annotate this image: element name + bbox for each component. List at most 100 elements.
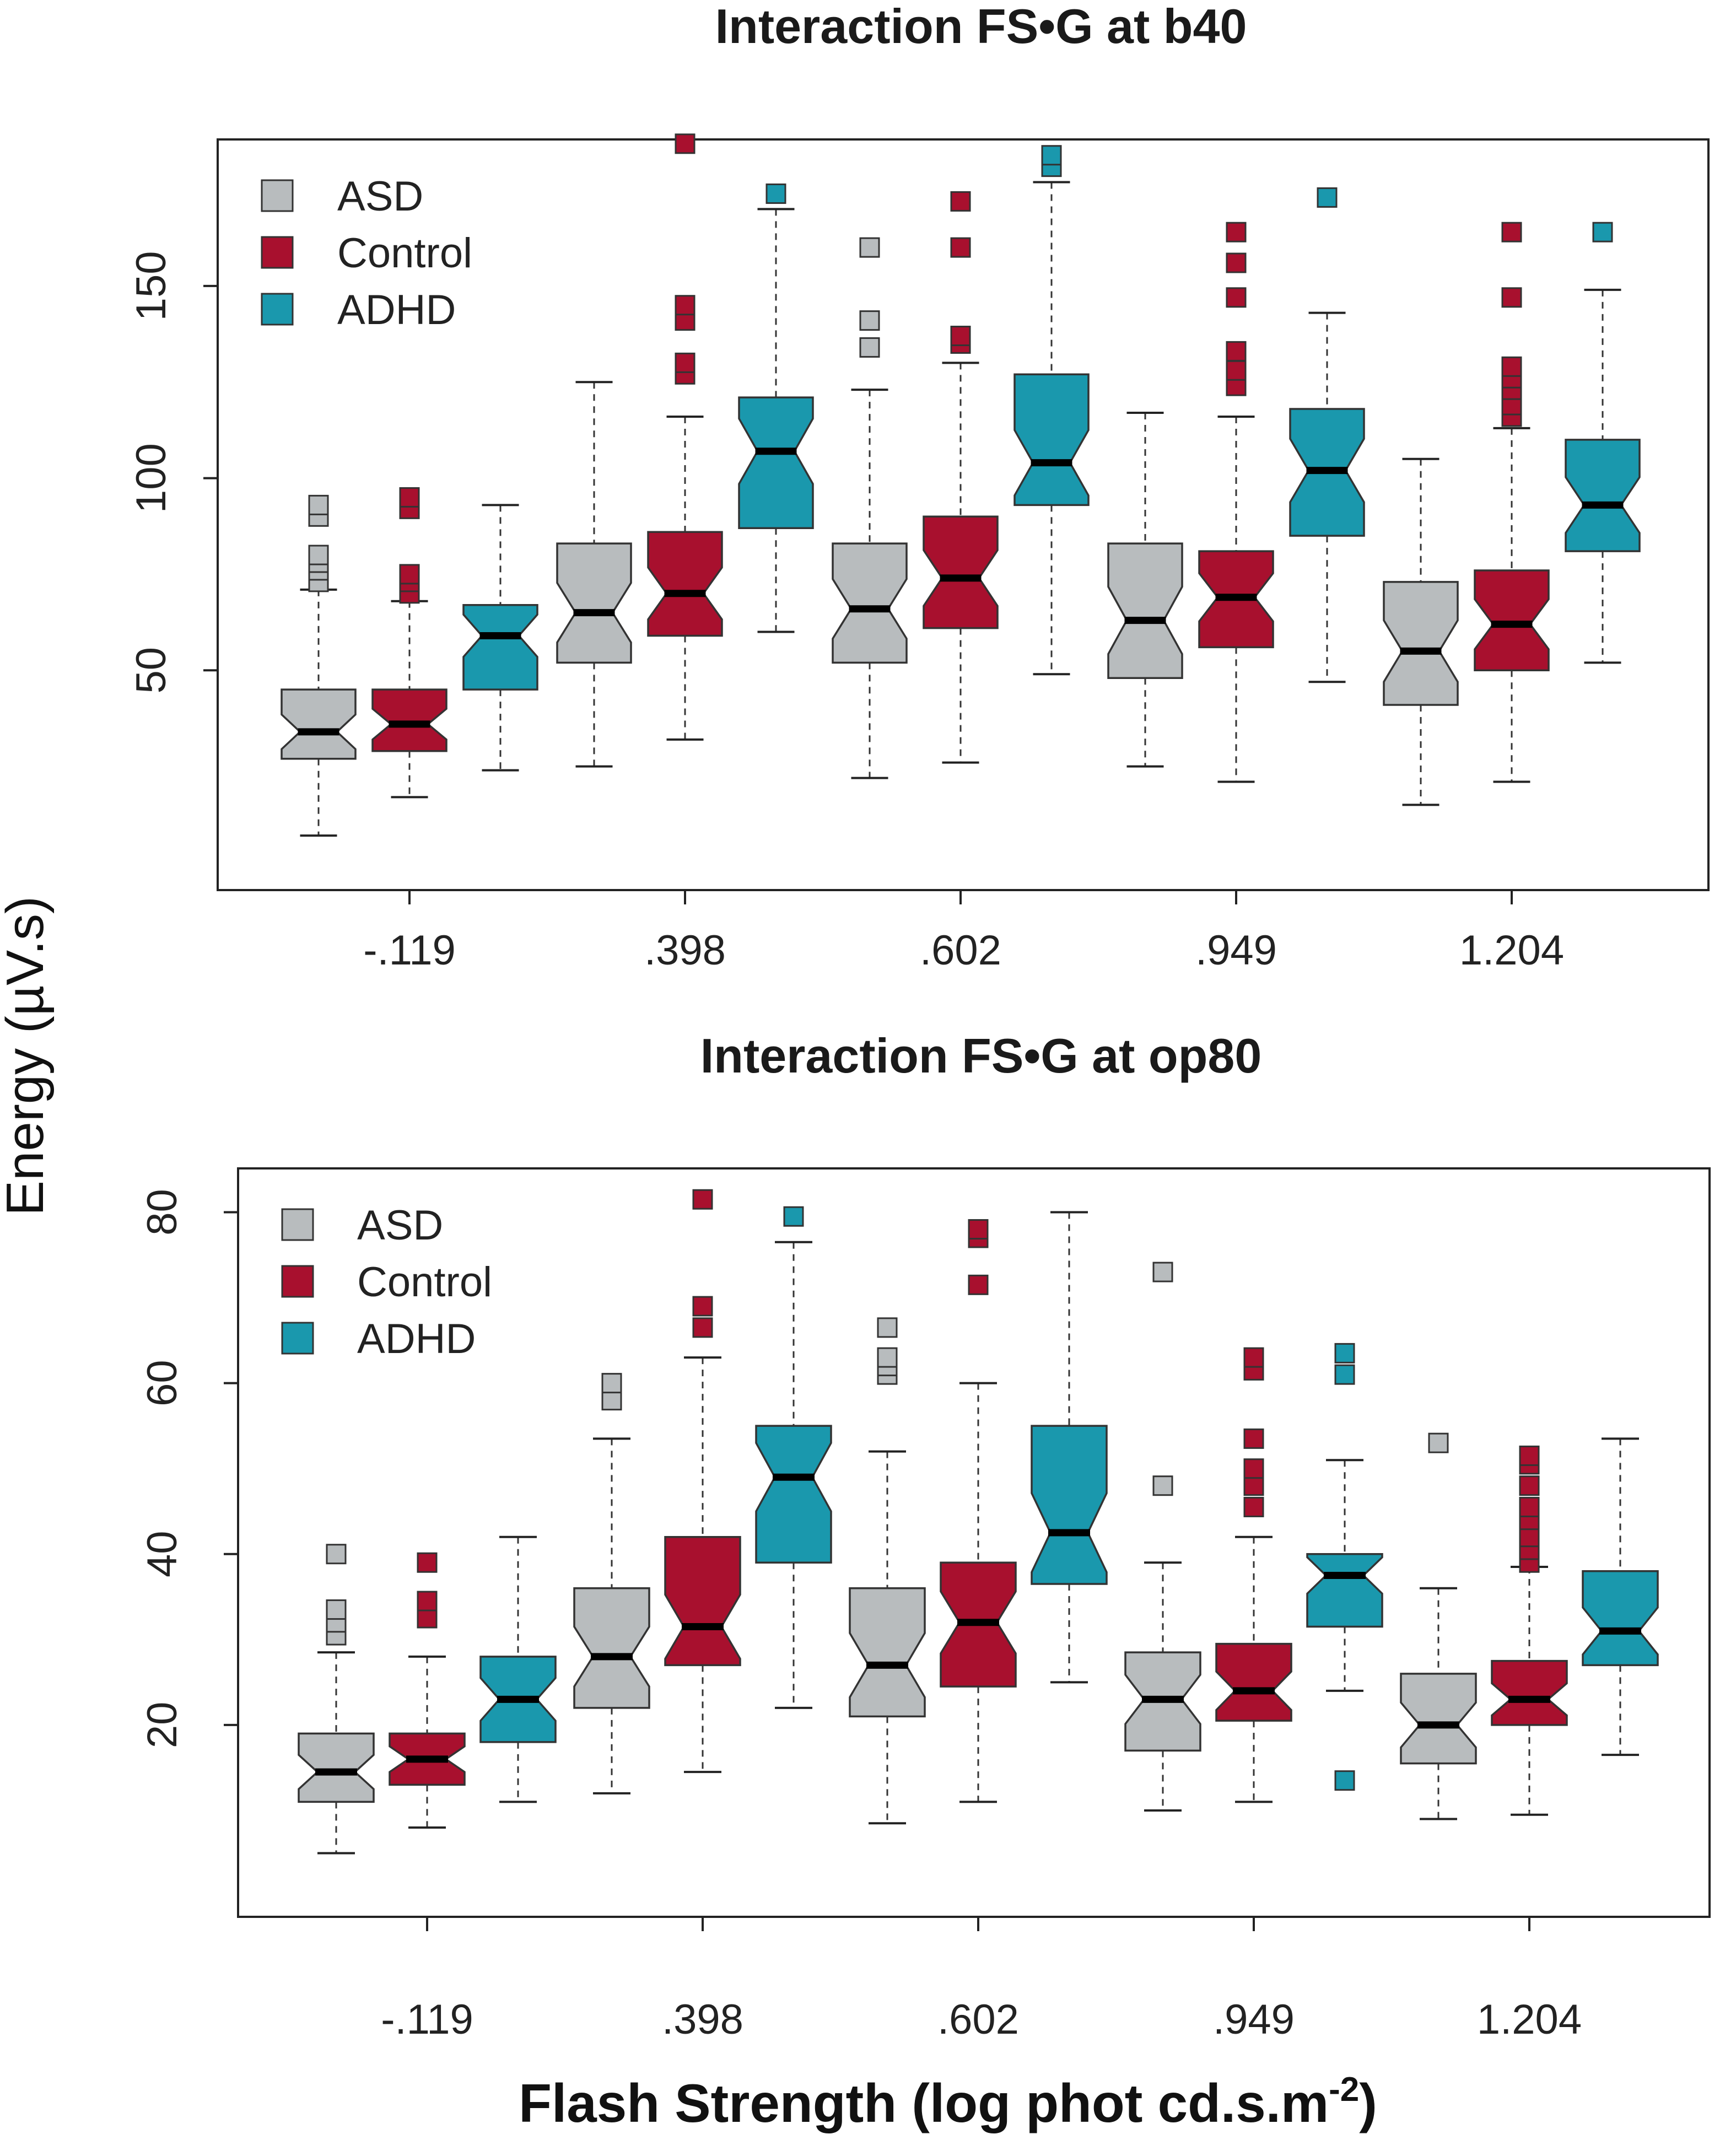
outlier-point xyxy=(1243,1475,1264,1496)
outlier-point xyxy=(1519,1496,1540,1517)
y-tick-label: 100 xyxy=(128,443,175,513)
x-axis: -.119 .398 .602 .949 1.204 xyxy=(381,1917,1582,2043)
box-control-1 xyxy=(664,1189,741,1774)
box-control-3 xyxy=(1215,1347,1292,1803)
outlier-point xyxy=(1334,1343,1355,1363)
outlier-point xyxy=(783,1206,804,1227)
box-asd-0 xyxy=(298,1544,375,1855)
outlier-point xyxy=(1428,1432,1449,1453)
box-body xyxy=(298,1732,375,1803)
outlier-point xyxy=(417,1591,438,1612)
outlier-point xyxy=(692,1189,713,1210)
outlier-point xyxy=(417,1608,438,1629)
x-tick-label: .398 xyxy=(662,1996,743,2043)
outlier-point xyxy=(859,237,880,258)
box-body xyxy=(462,603,538,691)
y-tick-label: 60 xyxy=(139,1360,186,1406)
panel-b40: Interaction FS•G at b40 50 100 150 -.119 .3… xyxy=(128,0,1710,974)
box-control-2 xyxy=(940,1219,1017,1803)
outlier-point xyxy=(1243,1458,1264,1479)
box-control-4 xyxy=(1491,1445,1568,1816)
x-tick-label: .949 xyxy=(1213,1996,1295,2043)
box-adhd-4 xyxy=(1582,1437,1659,1756)
box-asd-0 xyxy=(281,494,357,837)
outlier-point xyxy=(675,295,696,316)
outlier-point xyxy=(950,237,971,258)
y-axis-label: Energy (µV.s) xyxy=(0,896,55,1216)
panel-title: Interaction FS•G at op80 xyxy=(700,1028,1262,1083)
legend-label-adhd: ADHD xyxy=(337,287,456,333)
box-asd-4 xyxy=(1383,457,1459,806)
box-body xyxy=(849,1587,926,1718)
box-body xyxy=(1107,542,1183,679)
outlier-point xyxy=(1519,1527,1540,1548)
outlier-point xyxy=(950,326,971,347)
outlier-point xyxy=(1592,222,1613,242)
outlier-point xyxy=(950,191,971,212)
box-body xyxy=(1491,1659,1568,1726)
outlier-point xyxy=(1519,1475,1540,1496)
legend-swatch-asd xyxy=(261,179,294,212)
outlier-point xyxy=(859,310,880,331)
legend-swatch-adhd xyxy=(261,293,294,326)
outlier-point xyxy=(1226,252,1247,273)
box-body xyxy=(1383,581,1459,706)
outlier-point xyxy=(675,352,696,373)
outlier-point xyxy=(326,1544,347,1565)
plot-area xyxy=(281,133,1641,837)
legend-label-control: Control xyxy=(337,230,472,277)
x-axis-label: Flash Strength (log phot cd.s.m-2) xyxy=(519,2071,1377,2133)
legend-label-control: Control xyxy=(357,1259,492,1306)
box-body xyxy=(1306,1553,1383,1628)
outlier-point xyxy=(877,1347,898,1368)
x-tick-label: .602 xyxy=(937,1996,1019,2043)
box-body xyxy=(1215,1642,1292,1722)
outlier-point xyxy=(1317,187,1338,208)
box-body xyxy=(1013,373,1090,506)
outlier-point xyxy=(1226,341,1247,362)
x-axis-label-close: ) xyxy=(1359,2073,1377,2133)
box-adhd-3 xyxy=(1306,1343,1383,1791)
x-axis-label-main: Flash Strength (log phot cd.s.m xyxy=(519,2073,1329,2133)
x-axis: -.119 .398 .602 .949 1.204 xyxy=(363,890,1564,974)
panel-title: Interaction FS•G at b40 xyxy=(715,0,1247,53)
outlier-point xyxy=(326,1599,347,1620)
legend-label-asd: ASD xyxy=(337,173,423,220)
box-body xyxy=(371,688,448,752)
outlier-point xyxy=(1501,356,1522,377)
box-asd-1 xyxy=(556,381,632,768)
y-tick-label: 20 xyxy=(139,1702,186,1749)
y-tick-label: 50 xyxy=(128,647,175,694)
y-tick-label: 150 xyxy=(128,251,175,321)
box-body xyxy=(755,1425,832,1564)
legend-swatch-control xyxy=(281,1265,314,1298)
outlier-point xyxy=(399,564,420,585)
outlier-point xyxy=(692,1317,713,1338)
outlier-point xyxy=(601,1373,622,1394)
box-body xyxy=(1031,1425,1108,1585)
box-control-2 xyxy=(923,191,999,764)
box-body xyxy=(647,531,723,637)
box-body xyxy=(664,1535,741,1667)
box-asd-3 xyxy=(1124,1262,1201,1812)
x-tick-label: .398 xyxy=(644,927,726,974)
y-tick-label: 80 xyxy=(139,1189,186,1236)
box-body xyxy=(1582,1570,1659,1667)
legend-swatch-adhd xyxy=(281,1322,314,1355)
outlier-point xyxy=(692,1296,713,1317)
x-tick-label: .602 xyxy=(920,927,1001,974)
box-adhd-4 xyxy=(1565,222,1641,664)
outlier-point xyxy=(1041,145,1062,166)
x-axis-label-superscript: -2 xyxy=(1329,2071,1359,2109)
box-body xyxy=(1400,1673,1477,1765)
outlier-point xyxy=(601,1390,622,1411)
box-asd-2 xyxy=(832,237,908,779)
outlier-point xyxy=(1226,360,1247,381)
outlier-point xyxy=(399,487,420,508)
panel-op80: Interaction FS•G at op80 20 40 60 80 -.119.… xyxy=(139,1028,1711,2043)
box-asd-4 xyxy=(1400,1432,1477,1820)
box-control-3 xyxy=(1198,222,1274,783)
outlier-point xyxy=(308,545,329,565)
box-asd-2 xyxy=(849,1317,926,1825)
